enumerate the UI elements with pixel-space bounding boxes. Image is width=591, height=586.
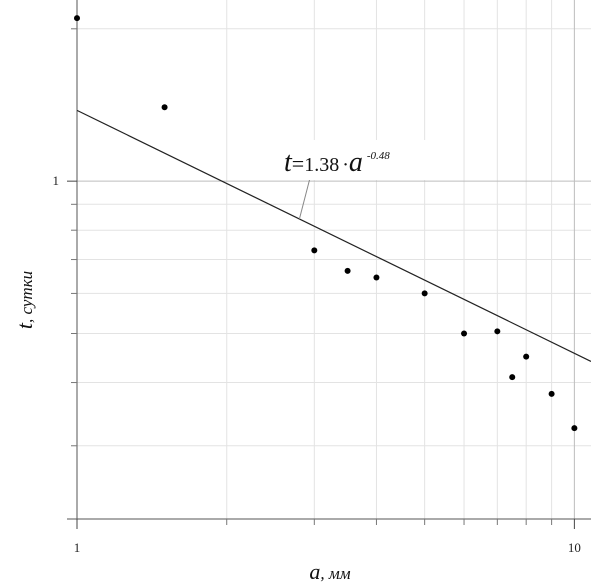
data-point: [461, 330, 468, 337]
x-axis-unit: , мм: [320, 564, 350, 583]
equation-lhs: t: [284, 147, 293, 178]
equation-box: t=1.38 ·a -0.48: [278, 140, 440, 180]
data-point: [523, 353, 530, 360]
y-axis-label: t, сутки: [12, 271, 37, 329]
data-point: [494, 328, 501, 335]
y-axis-var: t: [12, 322, 37, 329]
fit-equation: t=1.38 ·a -0.48: [284, 147, 390, 178]
data-point: [161, 104, 168, 111]
equation-var: a: [349, 147, 363, 178]
fit-line-group: [76, 109, 591, 362]
axes: [67, 0, 591, 529]
data-point: [548, 390, 555, 397]
y-tick-label: 1: [53, 173, 60, 188]
fit-line: [76, 109, 591, 362]
data-point: [509, 374, 516, 381]
y-axis-unit: , сутки: [17, 271, 36, 323]
x-axis-label: a, мм: [309, 559, 350, 584]
data-point: [373, 274, 380, 281]
equation-background: [278, 140, 440, 180]
equation-eq: =: [292, 151, 304, 176]
data-point: [311, 247, 318, 254]
equation-coef: 1.38: [304, 154, 339, 176]
tick-labels: 1 10 1: [53, 173, 581, 555]
equation-leader-line: [298, 177, 311, 220]
data-point: [344, 267, 351, 274]
x-tick-label: 1: [74, 540, 81, 555]
equation-dot: ·: [342, 154, 349, 176]
equation-exponent: -0.48: [367, 150, 390, 162]
data-points: [74, 15, 578, 432]
data-point: [421, 290, 428, 297]
grid: [76, 0, 591, 519]
x-axis-var: a: [309, 559, 320, 584]
x-tick-label: 10: [568, 540, 581, 555]
data-point: [571, 425, 578, 432]
data-point: [74, 15, 80, 22]
